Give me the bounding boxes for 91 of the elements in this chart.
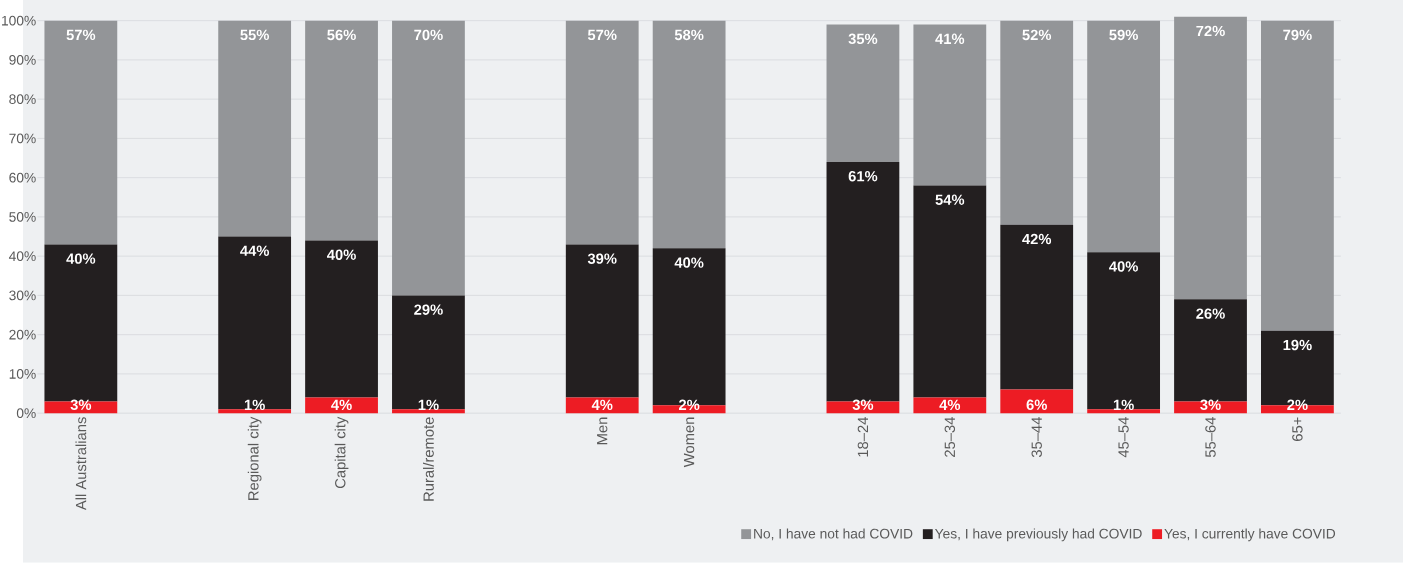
- x-tick-label: 65+: [1292, 417, 1303, 442]
- x-tick-label: 55–64: [1205, 417, 1216, 458]
- data-label: 39%: [587, 253, 617, 265]
- bar: [1000, 224, 1074, 390]
- data-label: 59%: [1109, 29, 1138, 41]
- bar: [1174, 401, 1247, 414]
- bar: [826, 24, 900, 163]
- bar: [1261, 20, 1334, 331]
- bar: [1000, 389, 1074, 414]
- bar: [913, 24, 987, 186]
- data-label: 79%: [1283, 29, 1312, 41]
- data-label: 6%: [1026, 399, 1047, 411]
- y-tick-label: 20%: [9, 329, 36, 340]
- data-label: 61%: [848, 171, 878, 182]
- x-tick-label: Capital city: [334, 416, 349, 489]
- bar: [913, 397, 987, 414]
- data-label: 1%: [1113, 399, 1134, 411]
- bar: [305, 397, 378, 414]
- data-label: 58%: [674, 29, 704, 41]
- bar: [305, 240, 378, 398]
- data-label: 56%: [327, 29, 356, 41]
- bar: [565, 244, 639, 398]
- bar: [392, 409, 465, 414]
- data-label: 57%: [66, 29, 96, 41]
- data-label: 4%: [939, 399, 961, 411]
- x-tick-label: 35–44: [1031, 417, 1042, 458]
- data-label: 40%: [1109, 261, 1138, 272]
- y-tick-label: 50%: [9, 212, 36, 222]
- bar: [392, 295, 465, 410]
- data-label: 42%: [1022, 233, 1052, 245]
- bar: [565, 397, 639, 414]
- bar: [1087, 252, 1161, 410]
- data-label: 19%: [1283, 339, 1312, 351]
- data-label: 40%: [326, 249, 356, 261]
- bar: [1087, 20, 1161, 253]
- y-tick-label: 40%: [8, 251, 36, 262]
- x-tick-label: 18–24: [857, 417, 869, 457]
- x-tick-label: Rural/remote: [423, 417, 434, 501]
- data-label: 1%: [244, 399, 265, 411]
- data-label: 2%: [678, 399, 700, 411]
- data-label: 55%: [240, 29, 270, 41]
- legend-label: Yes, I currently have COVID: [1164, 528, 1336, 542]
- data-label: 26%: [1196, 308, 1225, 319]
- y-tick-label: 10%: [9, 369, 36, 379]
- bar: [44, 20, 118, 245]
- data-label: 35%: [848, 33, 878, 45]
- data-label: 41%: [935, 33, 965, 45]
- data-label: 57%: [587, 29, 617, 41]
- bar: [305, 20, 378, 241]
- y-tick-label: 80%: [9, 94, 36, 105]
- y-tick-label: 0%: [16, 408, 36, 419]
- bar: [565, 20, 639, 245]
- y-tick-label: 30%: [9, 290, 36, 301]
- bar: [218, 236, 292, 410]
- data-label: 4%: [591, 399, 613, 411]
- bar: [826, 401, 900, 414]
- bar: [218, 409, 292, 414]
- bar: [44, 401, 118, 414]
- bar: [913, 185, 987, 398]
- x-tick-label: Men: [597, 417, 608, 445]
- y-tick-label: 60%: [9, 172, 36, 183]
- data-label: 3%: [852, 399, 874, 411]
- x-tick-label: Regional city: [247, 416, 262, 501]
- bar: [392, 20, 465, 296]
- legend-label: Yes, I have previously had COVID: [934, 528, 1142, 542]
- data-label: 70%: [414, 29, 443, 41]
- x-tick-label: 25–34: [944, 417, 956, 458]
- bar: [1000, 20, 1074, 225]
- y-tick-label: 100%: [2, 15, 36, 26]
- data-label: 4%: [331, 399, 352, 411]
- bar: [1174, 16, 1247, 300]
- data-label: 72%: [1196, 25, 1225, 37]
- x-tick-label: 45–54: [1118, 417, 1129, 458]
- y-tick-label: 90%: [9, 55, 36, 65]
- bar: [1087, 409, 1161, 414]
- data-label: 3%: [70, 399, 92, 411]
- x-tick-label: Women: [683, 417, 695, 468]
- data-label: 1%: [418, 399, 439, 411]
- data-label: 3%: [1200, 399, 1221, 411]
- data-label: 52%: [1022, 29, 1052, 41]
- bar: [652, 20, 726, 249]
- y-tick-label: 70%: [9, 133, 36, 144]
- data-label: 54%: [935, 194, 965, 206]
- legend-label: No, I have not had COVID: [754, 528, 913, 541]
- data-label: 29%: [414, 304, 443, 316]
- data-label: 40%: [674, 257, 704, 268]
- data-label: 40%: [66, 253, 96, 265]
- bar: [218, 20, 292, 237]
- data-label: 2%: [1287, 399, 1308, 411]
- x-tick-label: All Australians: [75, 417, 87, 511]
- data-label: 44%: [240, 245, 270, 257]
